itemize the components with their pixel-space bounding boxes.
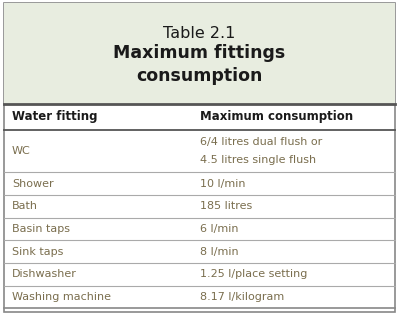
Text: Washing machine: Washing machine [12, 292, 111, 302]
Text: 1.25 l/place setting: 1.25 l/place setting [200, 269, 307, 279]
FancyBboxPatch shape [4, 3, 395, 312]
Text: 6/4 litres dual flush or: 6/4 litres dual flush or [200, 137, 322, 147]
Text: Maximum fittings
consumption: Maximum fittings consumption [113, 44, 286, 85]
Text: Basin taps: Basin taps [12, 224, 70, 234]
Text: Bath: Bath [12, 201, 38, 211]
Text: Sink taps: Sink taps [12, 247, 63, 257]
Text: WC: WC [12, 146, 31, 156]
Text: Maximum consumption: Maximum consumption [200, 110, 353, 123]
Text: 4.5 litres single flush: 4.5 litres single flush [200, 155, 316, 164]
FancyBboxPatch shape [4, 3, 395, 104]
Text: 8.17 l/kilogram: 8.17 l/kilogram [200, 292, 284, 302]
Text: 10 l/min: 10 l/min [200, 179, 245, 189]
Text: 8 l/min: 8 l/min [200, 247, 238, 257]
Text: Dishwasher: Dishwasher [12, 269, 77, 279]
Text: 6 l/min: 6 l/min [200, 224, 238, 234]
Text: Water fitting: Water fitting [12, 110, 97, 123]
Text: Shower: Shower [12, 179, 53, 189]
Text: 185 litres: 185 litres [200, 201, 252, 211]
Text: Table 2.1: Table 2.1 [163, 26, 236, 41]
